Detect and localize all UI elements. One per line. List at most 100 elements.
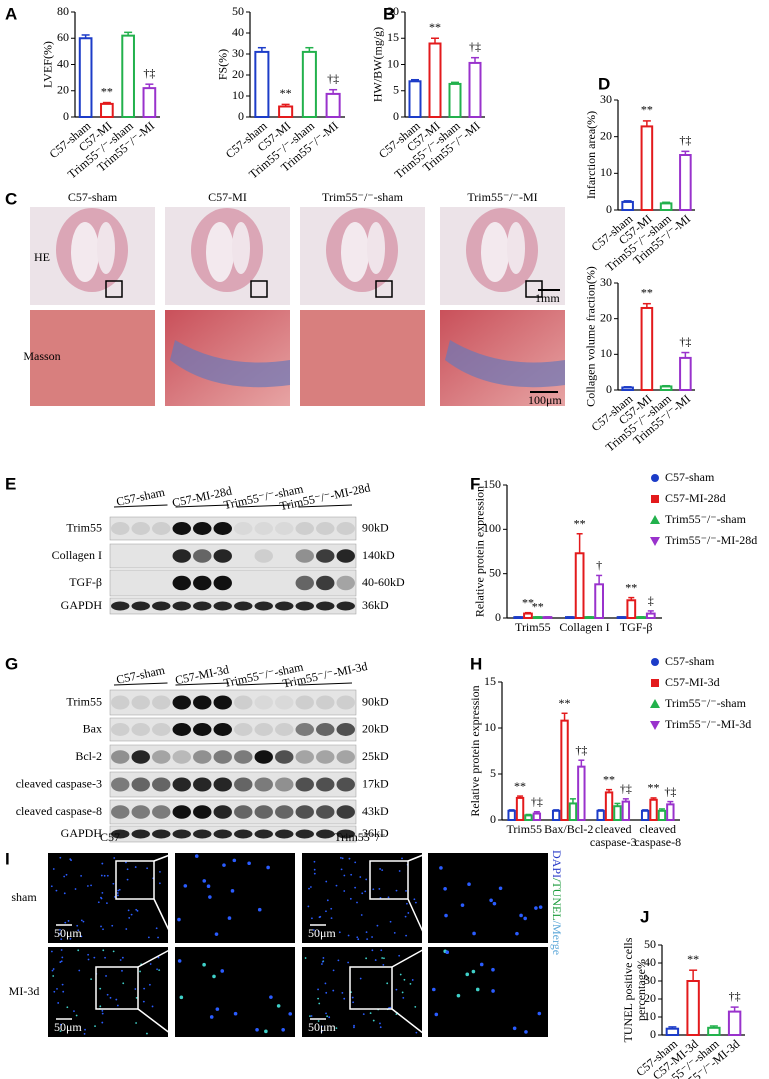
nucleus (142, 1000, 145, 1003)
column-label: Trim55⁻/⁻ (334, 830, 386, 844)
band (295, 549, 314, 563)
nucleus (444, 913, 448, 918)
bar (686, 980, 700, 1036)
nucleus (311, 917, 313, 920)
bar (613, 805, 622, 822)
nucleus (158, 969, 161, 972)
nucleus (126, 878, 129, 881)
nucleus (135, 908, 138, 911)
fibrosis (445, 340, 565, 388)
nucleus (389, 920, 392, 923)
band (152, 829, 171, 839)
band (295, 695, 314, 710)
nucleus (159, 870, 161, 873)
nucleus (354, 861, 357, 864)
y-tick-label: 10 (600, 165, 612, 179)
band (193, 777, 212, 792)
nucleus (387, 896, 390, 899)
y-axis-label: TUNEL positive cells percentage% (621, 937, 648, 1043)
band (336, 549, 355, 563)
size-label: 140kD (362, 548, 395, 562)
y-axis-label: Relative protein expression (472, 485, 487, 618)
nucleus (128, 917, 131, 919)
scale-label: 50μm (54, 1020, 82, 1034)
y-tick-label: 40 (232, 25, 244, 39)
significance-marker: †‡ (469, 39, 481, 53)
nucleus (115, 998, 118, 1001)
nucleus (337, 959, 340, 962)
protein-label: Collagen I (52, 548, 102, 562)
x-tick-label: Bax/Bcl-2 (544, 823, 594, 836)
y-axis-label: Relative protein expression (467, 685, 482, 817)
nucleus (409, 982, 412, 985)
nucleus (56, 987, 58, 990)
y-tick-label: 30 (600, 92, 612, 106)
y-tick-label: 10 (600, 346, 612, 360)
nucleus (116, 892, 119, 894)
bar (560, 719, 569, 822)
nucleus (406, 902, 408, 905)
y-axis-label: HW/BW(mg/g) (370, 26, 385, 103)
y-tick-label: 5 (490, 766, 496, 780)
nucleus (364, 890, 367, 893)
ventricle (481, 222, 509, 282)
nucleus (90, 884, 92, 887)
region-box (105, 280, 123, 298)
size-label: 40-60kD (362, 575, 405, 589)
nucleus (407, 912, 410, 914)
band (213, 750, 232, 764)
band (131, 805, 150, 819)
y-tick-label: 150 (483, 477, 501, 491)
nucleus (498, 886, 503, 891)
band (316, 695, 335, 710)
y-tick-label: 50 (644, 937, 656, 951)
nucleus (69, 937, 72, 940)
bar (523, 612, 533, 619)
nucleus (230, 889, 235, 893)
nucleus (348, 857, 351, 860)
y-tick-label: 30 (232, 46, 244, 60)
nucleus (212, 974, 216, 979)
nucleus (127, 909, 130, 912)
ventricle (341, 222, 369, 282)
band (213, 575, 232, 591)
nucleus (381, 957, 384, 959)
nucleus (112, 882, 115, 885)
nucleus (90, 978, 93, 981)
nucleus (340, 868, 343, 871)
legend-symbol (650, 537, 660, 546)
nucleus (99, 987, 102, 990)
nucleus (143, 987, 146, 990)
nucleus (467, 882, 471, 886)
y-axis-label-box: Collagen volume fraction(%) (584, 266, 598, 407)
size-label: 36kD (362, 826, 389, 840)
bar (659, 202, 673, 211)
nucleus (116, 1004, 119, 1007)
nucleus (350, 873, 353, 876)
nucleus (147, 936, 150, 939)
nucleus (374, 959, 377, 961)
y-axis-label-box: Relative protein expression (472, 485, 487, 618)
nucleus (353, 1026, 355, 1029)
zoom-line (153, 898, 176, 944)
band (254, 805, 273, 819)
band (316, 805, 335, 819)
nucleus (77, 949, 80, 952)
nucleus (52, 968, 55, 970)
band (254, 777, 273, 792)
nucleus (220, 969, 225, 973)
bar (659, 385, 673, 391)
nucleus (103, 874, 106, 877)
significance-marker: ** (532, 600, 544, 614)
nucleus (135, 996, 138, 999)
band (336, 723, 355, 736)
band (193, 549, 212, 563)
nucleus (475, 987, 480, 992)
y-tick-label: 20 (387, 4, 399, 18)
nucleus (281, 1027, 285, 1032)
channel-label: DAPI/TUNEL/Merge (550, 850, 564, 955)
nucleus (381, 869, 384, 872)
nucleus (354, 886, 357, 889)
x-tick-label-box: Collagen I (559, 621, 609, 633)
band (254, 829, 273, 839)
